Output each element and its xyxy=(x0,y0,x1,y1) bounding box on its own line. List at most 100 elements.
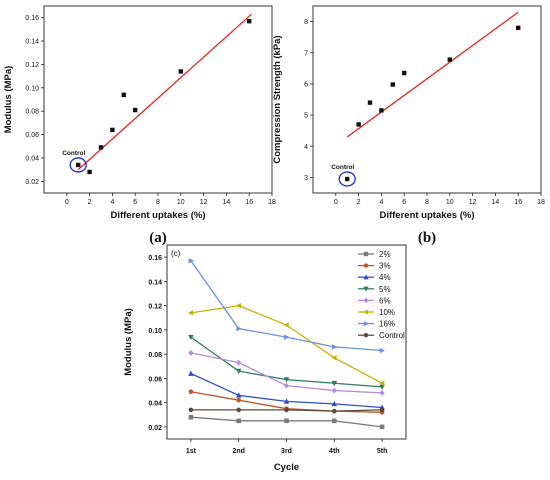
data-point xyxy=(402,70,407,76)
series-point xyxy=(188,407,194,413)
series-line-10pct xyxy=(190,304,383,384)
series-point xyxy=(235,368,242,375)
series-point xyxy=(379,347,386,354)
x-tick-label: 10 xyxy=(177,199,185,206)
chart-c: 1st 2nd 3rd 4th 5th 0.02 0.04 0.06 0.08 0.10 0.12 0… xyxy=(123,244,407,473)
y-tick-label: 0.04 xyxy=(25,155,39,162)
series-point xyxy=(188,414,194,420)
y-tick-label: 5 xyxy=(304,113,308,120)
legend-entry-label: Control xyxy=(379,331,405,340)
control-annotation: Control xyxy=(62,150,85,157)
panel-label: (a) xyxy=(149,230,167,246)
data-point xyxy=(110,127,115,133)
y-tick-label: 0.10 xyxy=(25,85,39,92)
chart-a: 0 2 4 6 8 10 12 14 16 18 0.02 0.04 0.06 0.08 0.10 0.12 0… xyxy=(3,5,276,246)
y-tick-label: 0.12 xyxy=(25,62,39,69)
y-tick-label: 0.04 xyxy=(148,401,162,408)
series-point xyxy=(188,258,194,264)
series-point xyxy=(236,397,241,403)
data-point xyxy=(178,69,183,74)
control-highlight-ring xyxy=(338,171,356,187)
y-axis-label: Modulus (MPa) xyxy=(123,308,134,376)
y-tick-label: 4 xyxy=(304,144,308,151)
x-tick-label: 8 xyxy=(156,199,160,206)
x-tick-label: 2 xyxy=(357,199,361,206)
x-tick-label: 1st xyxy=(186,448,197,455)
series-point xyxy=(284,334,290,340)
y-tick-label: 0.14 xyxy=(148,279,162,286)
corner-label: (c) xyxy=(171,249,181,258)
x-tick-label: 8 xyxy=(425,199,429,206)
legend-entry-label: 10% xyxy=(379,308,395,317)
y-tick-label: 0.10 xyxy=(148,328,162,335)
x-tick-label: 18 xyxy=(537,199,545,206)
series-point xyxy=(235,392,242,398)
y-tick-label: 0.16 xyxy=(148,255,162,262)
x-tick-label: 0 xyxy=(65,199,69,206)
y-tick-label: 0.06 xyxy=(148,376,162,383)
y-tick-label: 6 xyxy=(304,81,308,88)
y-tick-label: 0.02 xyxy=(148,425,162,432)
fit-line xyxy=(77,13,252,171)
x-axis-label: Different uptakes (%) xyxy=(379,210,474,221)
x-tick-label: 6 xyxy=(133,199,137,206)
x-tick-label: 4th xyxy=(329,448,340,455)
x-tick-label: 2nd xyxy=(232,448,244,455)
y-tick-label: 0.08 xyxy=(148,352,162,359)
series-point xyxy=(236,359,242,366)
y-tick-label: 0.14 xyxy=(25,39,39,46)
x-axis-label: Different uptakes (%) xyxy=(110,210,205,221)
series-point xyxy=(188,349,194,356)
series-point xyxy=(283,322,289,328)
series-point xyxy=(331,380,338,387)
legend-swatch-marker xyxy=(363,251,369,257)
x-tick-label: 16 xyxy=(514,199,522,206)
legend-swatch-marker xyxy=(363,286,369,292)
series-point xyxy=(332,418,337,424)
data-point xyxy=(133,107,138,113)
y-tick-label: 0.08 xyxy=(25,109,39,116)
series-point xyxy=(379,407,385,413)
series-point xyxy=(236,418,241,424)
series-point xyxy=(236,407,241,413)
series-point xyxy=(235,302,241,309)
legend-swatch-marker xyxy=(363,274,369,280)
series-point xyxy=(283,398,290,404)
y-tick-label: 0.12 xyxy=(148,304,162,311)
data-point xyxy=(121,92,126,98)
y-tick-label: 0.16 xyxy=(25,15,39,22)
chart-b: 0 2 4 6 8 10 12 14 16 18 3 4 5 6 7 8 Control Different up… xyxy=(272,5,545,246)
legend-swatch-marker xyxy=(363,320,369,327)
series-point xyxy=(332,408,337,414)
series-point xyxy=(187,310,194,316)
legend-entry-label: 3% xyxy=(379,262,391,271)
panel-label: (b) xyxy=(418,230,436,246)
series-point xyxy=(379,424,385,430)
series-point xyxy=(331,400,338,407)
legend-entry-label: 16% xyxy=(379,320,395,329)
data-point xyxy=(98,145,104,150)
series-point xyxy=(332,344,338,350)
data-point xyxy=(345,176,350,182)
series-point xyxy=(283,377,290,383)
y-axis-label: Compression Strength (kPa) xyxy=(272,35,283,163)
data-point xyxy=(516,25,521,31)
x-tick-label: 12 xyxy=(469,199,477,206)
data-point xyxy=(356,122,361,127)
series-point xyxy=(331,355,337,361)
x-tick-label: 12 xyxy=(200,199,208,206)
series-point xyxy=(379,389,385,396)
y-tick-label: 7 xyxy=(304,50,308,57)
control-highlight-ring xyxy=(69,157,87,173)
legend: 2% 3% 4% 5% 6% 10% 16% Control xyxy=(358,250,405,340)
data-point xyxy=(447,57,452,62)
x-tick-label: 4 xyxy=(110,199,114,206)
series-point xyxy=(379,384,385,390)
x-axis-label: Cycle xyxy=(274,462,299,473)
x-tick-label: 2 xyxy=(88,199,92,206)
data-point xyxy=(76,162,81,168)
data-point xyxy=(390,82,395,87)
legend-entry-label: 6% xyxy=(379,296,391,305)
data-point xyxy=(367,100,373,105)
